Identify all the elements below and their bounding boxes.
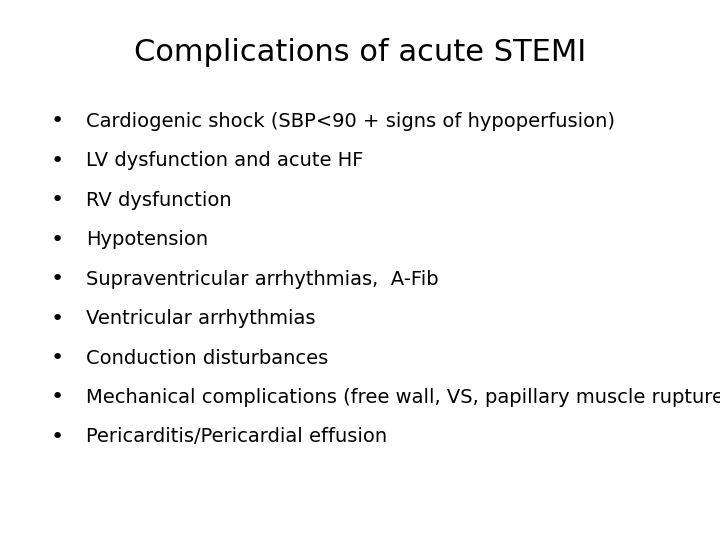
Text: Hypotension: Hypotension (86, 230, 209, 249)
Text: Complications of acute STEMI: Complications of acute STEMI (134, 38, 586, 67)
Text: RV dysfunction: RV dysfunction (86, 191, 232, 210)
Text: Ventricular arrhythmias: Ventricular arrhythmias (86, 309, 316, 328)
Text: Mechanical complications (free wall, VS, papillary muscle rupture): Mechanical complications (free wall, VS,… (86, 388, 720, 407)
Text: •: • (51, 190, 64, 211)
Text: •: • (51, 387, 64, 408)
Text: •: • (51, 348, 64, 368)
Text: Pericarditis/Pericardial effusion: Pericarditis/Pericardial effusion (86, 427, 387, 447)
Text: •: • (51, 230, 64, 250)
Text: Supraventricular arrhythmias,  A-Fib: Supraventricular arrhythmias, A-Fib (86, 269, 439, 289)
Text: •: • (51, 427, 64, 447)
Text: •: • (51, 308, 64, 329)
Text: •: • (51, 111, 64, 132)
Text: Conduction disturbances: Conduction disturbances (86, 348, 328, 368)
Text: Cardiogenic shock (SBP<90 + signs of hypoperfusion): Cardiogenic shock (SBP<90 + signs of hyp… (86, 112, 616, 131)
Text: LV dysfunction and acute HF: LV dysfunction and acute HF (86, 151, 364, 171)
Text: •: • (51, 151, 64, 171)
Text: •: • (51, 269, 64, 289)
